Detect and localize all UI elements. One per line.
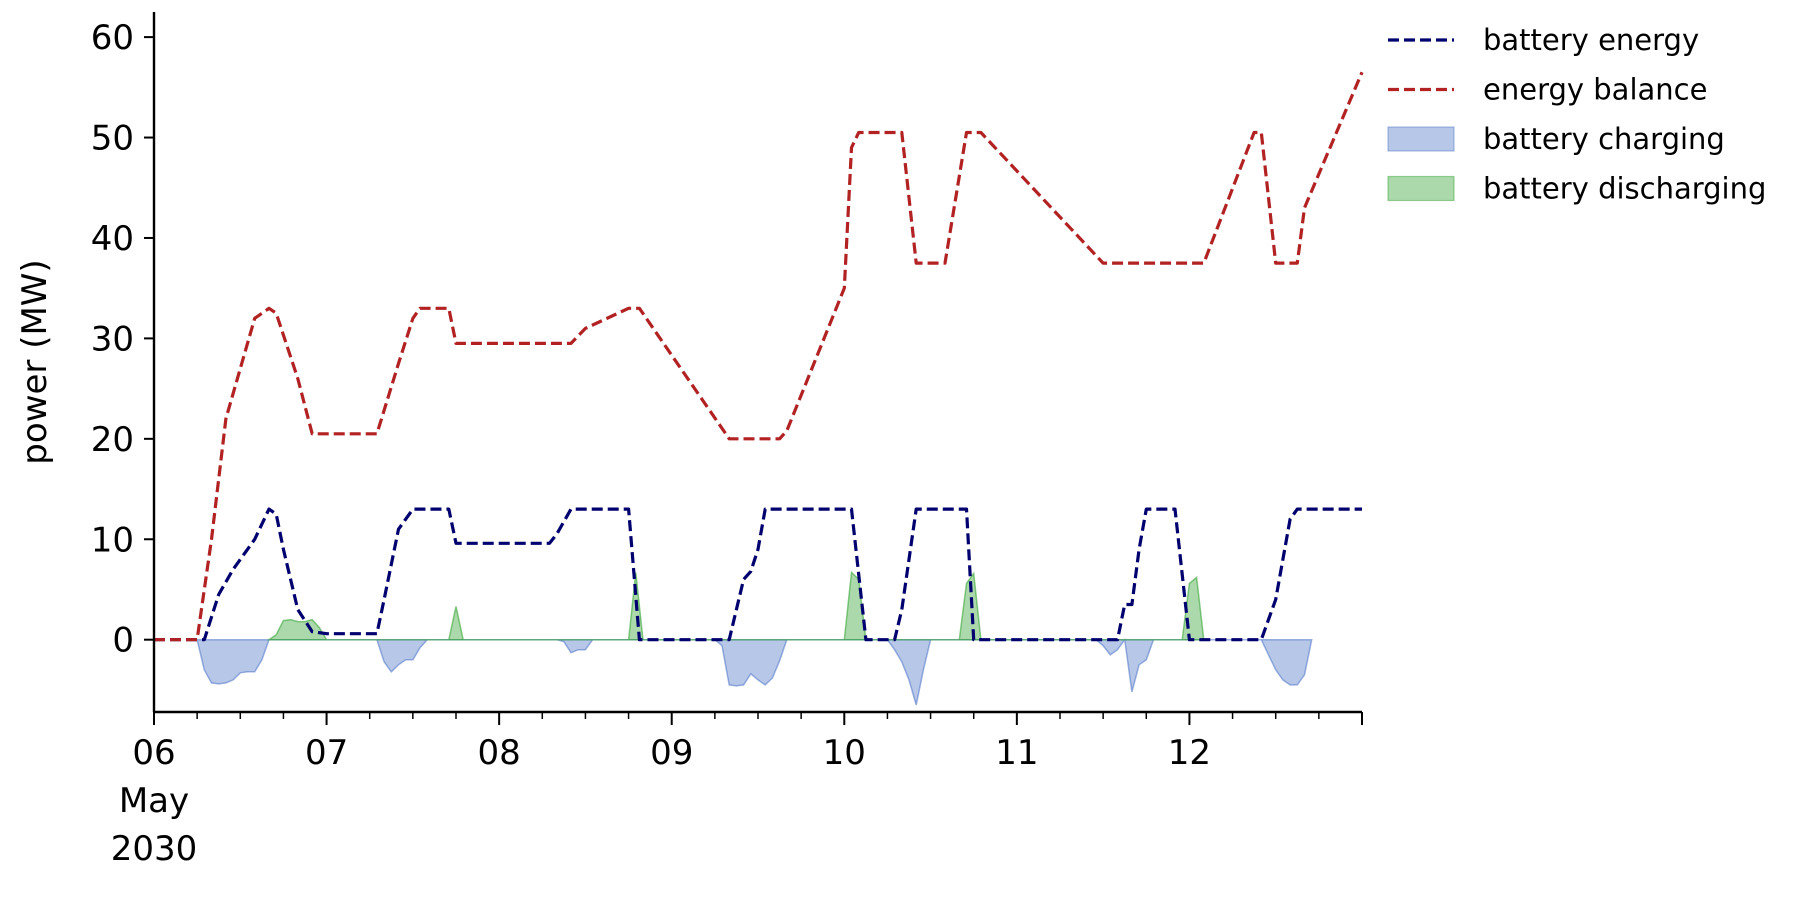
battery-charging-legend-swatch — [1387, 126, 1455, 152]
x-tick-label: May — [119, 781, 189, 821]
y-tick-label: 50 — [91, 119, 134, 159]
y-tick-label: 0 — [112, 621, 134, 661]
y-axis-title: power (MW) — [15, 259, 55, 464]
x-tick-label: 08 — [478, 733, 521, 773]
battery-charging-legend-label: battery charging — [1483, 122, 1725, 156]
energy-balance-legend-label: energy balance — [1483, 73, 1707, 107]
line-series-layer — [154, 71, 1364, 642]
battery-charging-area — [196, 637, 1313, 706]
x-tick-label: 09 — [650, 733, 693, 773]
battery-discharging-legend-swatch — [1387, 175, 1455, 202]
y-tick-label: 10 — [91, 520, 134, 560]
x-tick-label: 06 — [132, 733, 175, 773]
x-tick-label: 10 — [823, 733, 866, 773]
y-tick-label: 60 — [91, 18, 134, 58]
battery-energy-legend-label: battery energy — [1483, 23, 1699, 57]
x-tick-label: 2030 — [111, 829, 198, 869]
legend: battery energy energy balance battery char… — [1387, 23, 1766, 206]
battery-discharging-legend-label: battery discharging — [1483, 172, 1766, 206]
x-tick-label: 11 — [995, 733, 1038, 773]
area-series-layer — [196, 570, 1313, 706]
x-tick-label: 12 — [1168, 733, 1211, 773]
y-tick-label: 20 — [91, 420, 134, 460]
energy-balance-line — [154, 71, 1364, 642]
y-tick-label: 30 — [91, 319, 134, 359]
x-tick-label: 07 — [305, 733, 348, 773]
y-tick-label: 40 — [91, 219, 134, 259]
battery-energy-line — [154, 507, 1362, 642]
